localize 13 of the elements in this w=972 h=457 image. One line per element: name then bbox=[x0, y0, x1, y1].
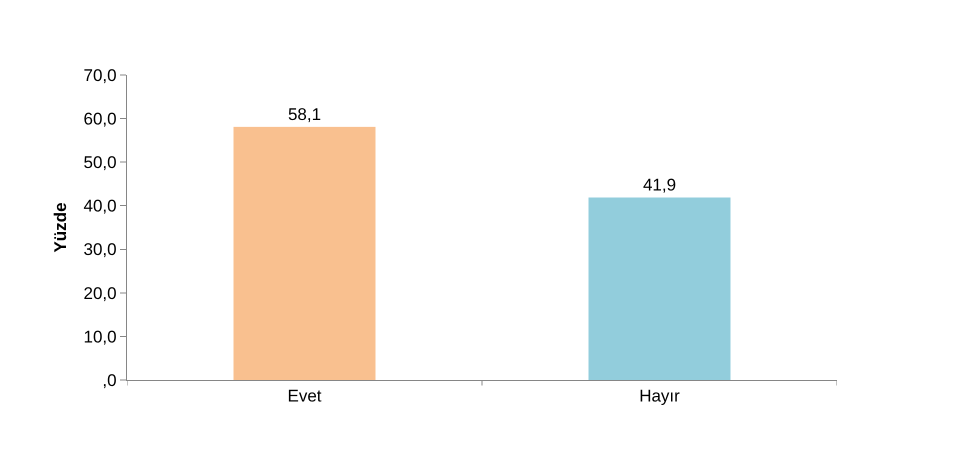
y-tick-label: 60,0 bbox=[84, 110, 117, 129]
x-tick-label: Hayır bbox=[639, 386, 680, 406]
y-tick-label: 20,0 bbox=[84, 284, 117, 303]
y-tick-label: 10,0 bbox=[84, 327, 117, 346]
data-label: 41,9 bbox=[642, 175, 676, 194]
y-tick-label: 50,0 bbox=[84, 153, 117, 172]
y-tick-label: 40,0 bbox=[84, 196, 117, 216]
y-axis-title: Yüzde bbox=[51, 202, 70, 253]
x-tick-label: Evet bbox=[287, 386, 322, 406]
data-label: 58,1 bbox=[288, 104, 322, 124]
y-tick-label: 30,0 bbox=[84, 240, 117, 260]
y-tick-label: 70,0 bbox=[84, 66, 117, 85]
y-tick-label: ,0 bbox=[102, 370, 117, 390]
